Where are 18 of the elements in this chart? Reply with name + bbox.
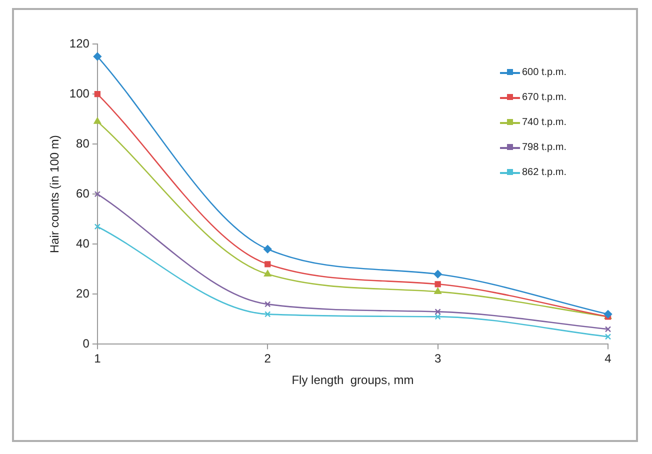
legend-label: 740 t.p.m.	[522, 117, 566, 128]
y-tick-label: 0	[82, 336, 90, 351]
legend-label: 862 t.p.m.	[522, 167, 566, 178]
x-tick-label: 4	[604, 352, 612, 366]
y-tick-label: 60	[76, 186, 90, 200]
y-tick-label: 20	[76, 286, 90, 300]
y-axis-title: Hair counts (in 100 m)	[48, 135, 62, 254]
legend-label: 670 t.p.m.	[522, 92, 566, 103]
x-tick-label: 2	[264, 352, 272, 366]
y-tick-label: 80	[76, 136, 90, 150]
x-tick-label: 1	[94, 352, 102, 366]
x-tick-label: 3	[434, 352, 442, 366]
x-axis-title: Fly length groups, mm	[292, 373, 414, 388]
legend-label: 798 t.p.m.	[522, 142, 566, 153]
y-tick-label: 120	[69, 36, 90, 50]
legend-label: 600 t.p.m.	[522, 67, 566, 78]
y-tick-label: 40	[76, 236, 90, 250]
y-tick-label: 100	[69, 86, 90, 100]
